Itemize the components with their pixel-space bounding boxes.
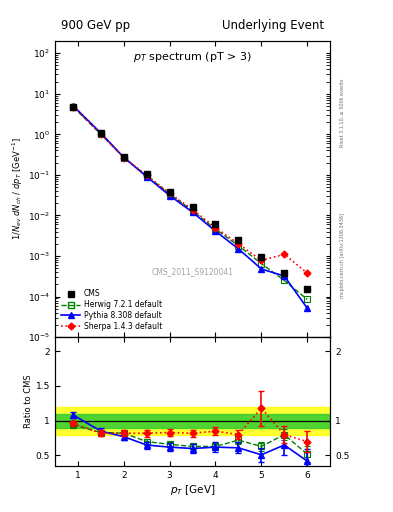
Text: mcplots.cern.ch [arXiv:1306.3436]: mcplots.cern.ch [arXiv:1306.3436] bbox=[340, 214, 345, 298]
Text: CMS_2011_S9120041: CMS_2011_S9120041 bbox=[152, 267, 233, 276]
Text: Underlying Event: Underlying Event bbox=[222, 19, 325, 32]
Bar bbox=[55, 414, 330, 428]
Text: Rivet 3.1.10, ≥ 500k events: Rivet 3.1.10, ≥ 500k events bbox=[340, 78, 345, 147]
Text: $p_T$ spectrum (pT > 3): $p_T$ spectrum (pT > 3) bbox=[133, 50, 252, 64]
Y-axis label: Ratio to CMS: Ratio to CMS bbox=[24, 375, 33, 429]
Text: 900 GeV pp: 900 GeV pp bbox=[61, 19, 130, 32]
Y-axis label: $1/N_{ev}\ dN_{ch}\ /\ dp_T\ [\mathrm{GeV}^{-1}]$: $1/N_{ev}\ dN_{ch}\ /\ dp_T\ [\mathrm{Ge… bbox=[11, 138, 25, 241]
Legend: CMS, Herwig 7.2.1 default, Pythia 8.308 default, Sherpa 1.4.3 default: CMS, Herwig 7.2.1 default, Pythia 8.308 … bbox=[59, 287, 165, 333]
X-axis label: $p_T\ [\mathrm{GeV}]$: $p_T\ [\mathrm{GeV}]$ bbox=[170, 482, 215, 497]
Bar bbox=[55, 407, 330, 435]
